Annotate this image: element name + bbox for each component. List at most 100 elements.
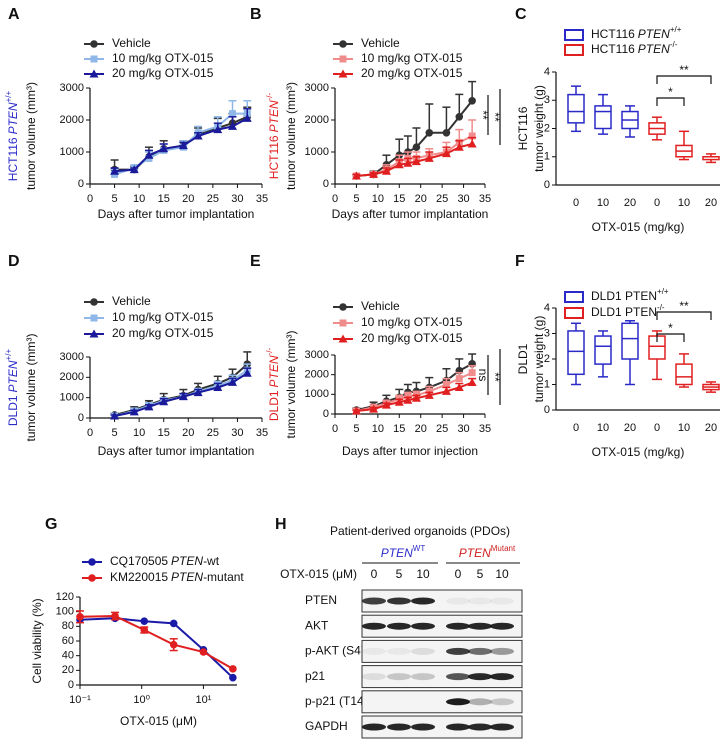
series-line	[356, 143, 473, 177]
y-tick-label: 3000	[60, 82, 84, 94]
x-axis-label: OTX-015 (mg/kg)	[592, 220, 685, 234]
marker	[89, 69, 99, 78]
marker	[441, 149, 451, 158]
marker	[88, 558, 96, 566]
x-tick-label: 15	[158, 427, 170, 439]
x-tick-label: 20	[182, 427, 194, 439]
x-tick-label: 25	[207, 427, 219, 439]
dose: 10	[495, 567, 509, 581]
x-tick-label: 0	[87, 193, 93, 205]
y-tick-label: 0	[544, 404, 550, 416]
legend-label: Vehicle	[361, 299, 400, 313]
series-line	[356, 371, 473, 413]
y-axis-label: tumor weight (g)	[532, 85, 546, 172]
marker	[424, 390, 434, 399]
y-tick-label: 3	[544, 327, 550, 339]
blot-band	[411, 622, 435, 630]
marker	[425, 129, 434, 137]
significance-label: **	[679, 63, 689, 77]
significance-label: **	[476, 110, 490, 120]
side-label-text: HCT116	[516, 106, 530, 150]
side-label: HCT116	[516, 106, 530, 150]
blot-band	[446, 622, 470, 630]
x-tick-label: 10	[678, 422, 690, 434]
x-tick-label: 10⁰	[133, 694, 150, 706]
significance-label: **	[488, 372, 502, 382]
marker	[411, 393, 421, 402]
blot-frame	[361, 690, 523, 714]
marker	[129, 165, 139, 174]
x-tick-label: 5	[112, 427, 118, 439]
marker	[178, 141, 188, 150]
y-axis-label: Cell viability (%)	[30, 598, 44, 683]
marker	[339, 319, 347, 327]
legend-label-name: HCT116	[591, 42, 635, 56]
x-tick-label: 0	[87, 427, 93, 439]
y-tick-label: 0	[78, 178, 84, 190]
x-tick-label: 0	[332, 423, 338, 435]
marker	[140, 626, 149, 634]
group-label-sup: Mutant	[491, 544, 516, 553]
x-tick-label: 10	[372, 423, 384, 435]
side-label: DLD1 PTEN+/+	[4, 349, 20, 427]
y-tick-label: 2	[544, 353, 550, 365]
marker	[369, 404, 379, 413]
legend-label-name: 10 mg/kg OTX-015	[361, 315, 463, 329]
marker	[228, 377, 238, 386]
y-tick-label: 3	[544, 94, 550, 106]
marker	[338, 69, 348, 78]
blot-band	[387, 723, 411, 731]
blot-band	[490, 723, 514, 731]
legend-label: 20 mg/kg OTX-015	[361, 331, 463, 345]
legend-label-sup: +/+	[657, 287, 669, 296]
group-label-sup: WT	[413, 544, 426, 553]
y-axis-label: tumor volume (mm³)	[284, 82, 298, 190]
x-tick-label: 30	[231, 427, 243, 439]
x-tick-label: 10	[133, 193, 145, 205]
x-tick-label: 20	[415, 193, 427, 205]
blot-band	[490, 647, 514, 655]
marker	[90, 40, 98, 48]
y-tick-label: 0	[544, 179, 550, 191]
blot-frame	[361, 639, 523, 663]
side-label-gene: PTEN	[6, 360, 20, 392]
marker	[76, 613, 84, 621]
x-tick-label: 0	[573, 422, 579, 434]
marker	[193, 131, 203, 140]
legend-label: 20 mg/kg OTX-015	[112, 326, 214, 340]
x-tick-label: 35	[256, 427, 268, 439]
y-tick-label: 0	[323, 178, 329, 190]
x-tick-label: 15	[393, 423, 405, 435]
side-label: HCT116 PTEN-/-	[265, 92, 281, 179]
blot-band	[387, 597, 411, 605]
blot-band	[490, 698, 514, 706]
legend-label-name: 20 mg/kg OTX-015	[112, 326, 214, 340]
box	[567, 330, 585, 376]
marker	[442, 381, 450, 388]
dose: 5	[477, 567, 484, 581]
blot-row-label: p-AKT (S473)	[305, 644, 378, 658]
panel-label: G	[45, 516, 57, 533]
blot-band	[362, 597, 386, 605]
legend-label-sup: -/-	[657, 303, 665, 312]
y-tick-label: 80	[62, 620, 74, 632]
panel-label: H	[275, 516, 287, 533]
marker	[242, 368, 252, 377]
x-tick-label: 0	[654, 422, 660, 434]
x-tick-label: 10	[597, 422, 609, 434]
y-axis-label: tumor volume (mm³)	[24, 333, 38, 441]
marker	[394, 397, 404, 406]
blot-band	[362, 723, 386, 731]
dose: 0	[371, 567, 378, 581]
marker	[169, 619, 178, 628]
marker	[90, 298, 98, 306]
legend-label-name: 20 mg/kg OTX-015	[361, 66, 463, 80]
legend-swatch	[564, 307, 584, 319]
marker	[90, 314, 98, 322]
marker	[228, 121, 238, 130]
legend-swatch	[564, 291, 584, 303]
panel-label: F	[515, 253, 525, 270]
blot-row-label: PTEN	[305, 593, 337, 607]
y-tick-label: 20	[62, 664, 74, 676]
panel-label: B	[250, 6, 262, 23]
